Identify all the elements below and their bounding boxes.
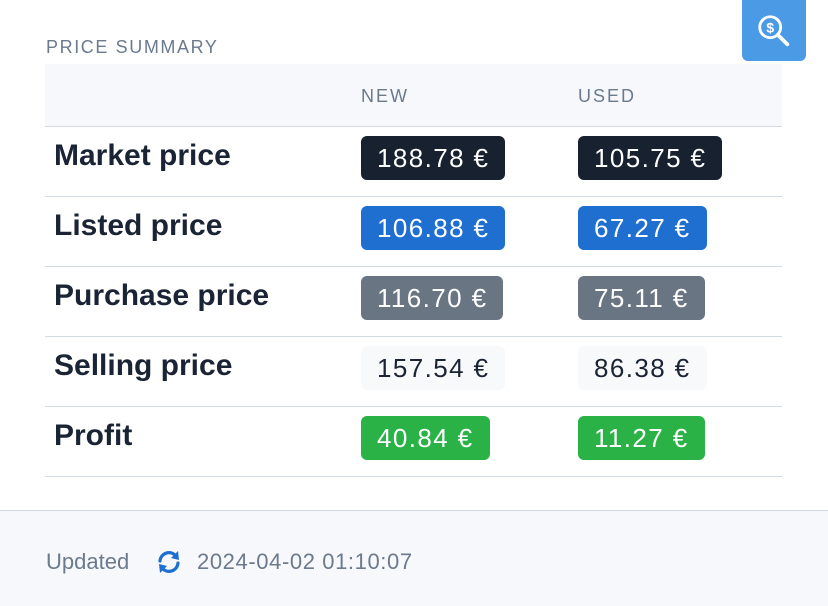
used-price-badge: 75.11 € (578, 276, 705, 320)
new-price-badge: 116.70 € (361, 276, 504, 320)
table-row-purchase-price: Purchase price 116.70 € 75.11 € (45, 267, 782, 337)
price-summary-table: NEW USED Market price 188.78 € 105.75 € … (45, 64, 782, 477)
updated-label: Updated (46, 549, 130, 574)
svg-text:$: $ (766, 20, 774, 36)
table-row-listed-price: Listed price 106.88 € 67.27 € (45, 197, 782, 267)
table-row-market-price: Market price 188.78 € 105.75 € (45, 127, 782, 197)
new-price-badge: 40.84 € (361, 416, 490, 460)
section-title: PRICE SUMMARY (46, 37, 219, 57)
row-label: Selling price (54, 349, 233, 382)
table-row-selling-price: Selling price 157.54 € 86.38 € (45, 337, 782, 407)
row-label: Purchase price (54, 279, 270, 312)
update-footer: Updated 2024-04-02 01:10:07 (0, 510, 828, 606)
new-price-badge: 106.88 € (361, 206, 506, 250)
table-header: NEW USED (45, 64, 782, 127)
row-label: Profit (54, 419, 133, 452)
new-price-badge: 188.78 € (361, 136, 506, 180)
table-row-profit: Profit 40.84 € 11.27 € (45, 407, 782, 477)
column-header-used: USED (578, 86, 637, 106)
updated-timestamp: 2024-04-02 01:10:07 (197, 549, 413, 574)
used-price-badge: 86.38 € (578, 346, 707, 390)
row-label: Listed price (54, 209, 223, 242)
refresh-icon[interactable] (156, 549, 182, 575)
used-price-badge: 11.27 € (578, 416, 705, 460)
row-label: Market price (54, 139, 231, 172)
new-price-badge: 157.54 € (361, 346, 506, 390)
column-header-new: NEW (361, 86, 409, 106)
price-search-button[interactable]: $ (742, 0, 806, 61)
used-price-badge: 105.75 € (578, 136, 723, 180)
used-price-badge: 67.27 € (578, 206, 707, 250)
dollar-search-icon: $ (758, 14, 790, 46)
